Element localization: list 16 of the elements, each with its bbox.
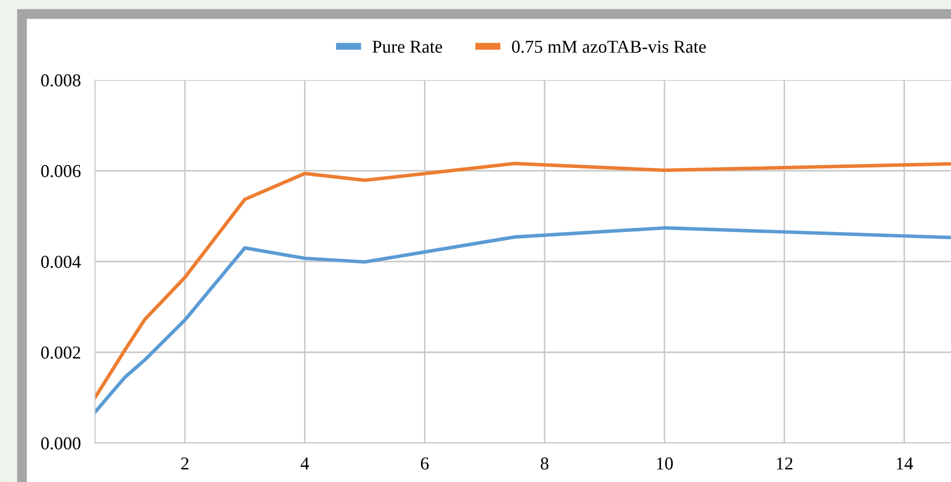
y-tick-label: 0.002 [41, 346, 80, 359]
x-tick-label: 2 [181, 457, 188, 470]
line-series [95, 226, 951, 414]
y-tick-label: 0.000 [41, 437, 80, 450]
legend-label: Pure Rate [372, 40, 442, 53]
y-tick-label: 0.004 [41, 256, 81, 268]
legend-label: 0.75 mM azoTAB-vis Rate [512, 40, 706, 53]
y-tick-label: 0.008 [41, 74, 80, 87]
x-tick-label: 6 [420, 457, 429, 470]
x-tick-label: 14 [896, 458, 913, 470]
x-tick-label: 8 [540, 457, 548, 470]
x-tick-label: 4 [300, 458, 310, 470]
x-tick-label: 12 [776, 457, 792, 470]
line-series [95, 162, 951, 400]
y-tick-label: 0.006 [41, 165, 81, 178]
x-tick-label: 10 [657, 457, 673, 470]
